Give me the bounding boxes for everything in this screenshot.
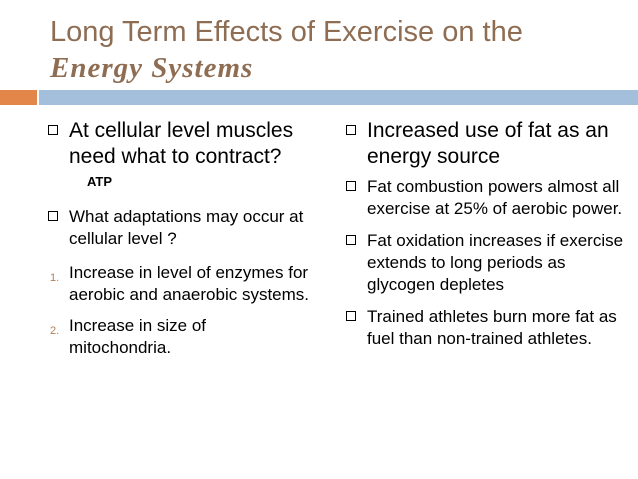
atp-label: ATP <box>87 174 113 189</box>
square-bullet-icon <box>48 125 58 135</box>
bullet-text: Trained athletes burn more fat as fuel t… <box>367 307 617 348</box>
list-number: 2. <box>50 325 60 337</box>
numbered-item: 2. Increase in size of mitochondria. <box>48 315 310 359</box>
square-bullet-icon <box>346 235 356 245</box>
list-number: 1. <box>50 272 60 284</box>
square-bullet-icon <box>48 211 58 221</box>
bullet-item: Fat combustion powers almost all exercis… <box>346 176 628 220</box>
bullet-item: At cellular level muscles need what to c… <box>48 118 310 198</box>
bullet-item: Increased use of fat as an energy source <box>346 118 628 170</box>
bullet-item: Fat oxidation increases if exercise exte… <box>346 230 628 296</box>
square-bullet-icon <box>346 311 356 321</box>
bullet-text: Fat combustion powers almost all exercis… <box>367 177 623 218</box>
divider-bar <box>39 90 638 105</box>
title-line-2: Energy Systems <box>50 52 254 84</box>
title-line-1: Long Term Effects of Exercise on the <box>50 16 523 48</box>
bullet-text: What adaptations may occur at cellular l… <box>69 207 304 248</box>
square-bullet-icon <box>346 125 356 135</box>
numbered-text: Increase in size of mitochondria. <box>69 316 207 357</box>
bullet-text: Fat oxidation increases if exercise exte… <box>367 231 624 294</box>
numbered-item: 1. Increase in level of enzymes for aero… <box>48 262 310 306</box>
accent-bar <box>0 90 37 105</box>
bullet-item: Trained athletes burn more fat as fuel t… <box>346 306 628 350</box>
bullet-text: Increased use of fat as an energy source <box>367 119 609 168</box>
bullet-text: At cellular level muscles need what to c… <box>69 119 294 168</box>
bullet-item: What adaptations may occur at cellular l… <box>48 206 310 250</box>
slide-title: Long Term Effects of Exercise on the Ene… <box>50 14 630 86</box>
numbered-text: Increase in level of enzymes for aerobic… <box>69 263 310 304</box>
square-bullet-icon <box>346 181 356 191</box>
right-column: Increased use of fat as an energy source… <box>346 118 628 350</box>
left-column: At cellular level muscles need what to c… <box>48 118 310 359</box>
